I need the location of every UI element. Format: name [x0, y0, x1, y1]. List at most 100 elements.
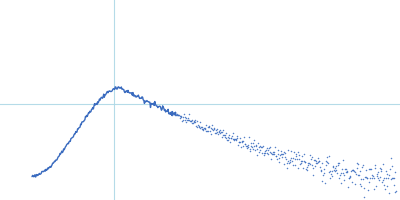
Point	[177, 114, 184, 117]
Point	[219, 131, 226, 134]
Point	[180, 119, 186, 122]
Point	[172, 111, 179, 114]
Point	[248, 145, 254, 148]
Point	[260, 145, 266, 148]
Point	[306, 161, 312, 164]
Point	[314, 161, 321, 164]
Point	[276, 156, 282, 159]
Point	[324, 161, 330, 164]
Point	[286, 158, 293, 162]
Point	[340, 158, 346, 161]
Point	[311, 158, 317, 161]
Point	[259, 152, 266, 155]
Point	[268, 151, 274, 154]
Point	[224, 136, 231, 139]
Point	[354, 163, 361, 166]
Point	[257, 144, 263, 147]
Point	[260, 152, 267, 155]
Point	[264, 146, 270, 149]
Point	[355, 173, 362, 176]
Point	[373, 173, 380, 176]
Point	[251, 138, 258, 142]
Point	[243, 145, 249, 148]
Point	[387, 157, 394, 160]
Point	[320, 173, 326, 177]
Point	[387, 167, 393, 170]
Point	[344, 169, 350, 173]
Point	[339, 168, 345, 171]
Point	[269, 152, 275, 156]
Point	[200, 128, 206, 132]
Point	[371, 176, 377, 180]
Point	[279, 155, 286, 158]
Point	[318, 169, 324, 172]
Point	[214, 127, 220, 130]
Point	[267, 150, 274, 154]
Point	[288, 156, 294, 159]
Point	[287, 160, 294, 163]
Point	[381, 184, 388, 187]
Point	[246, 149, 253, 153]
Point	[246, 136, 252, 139]
Point	[382, 170, 389, 173]
Point	[237, 136, 243, 139]
Point	[248, 141, 254, 144]
Point	[361, 186, 368, 190]
Point	[281, 162, 287, 165]
Point	[296, 158, 302, 161]
Point	[348, 168, 355, 172]
Point	[360, 164, 366, 167]
Point	[196, 124, 202, 128]
Point	[244, 144, 251, 147]
Point	[384, 172, 391, 176]
Point	[174, 114, 180, 117]
Point	[326, 177, 333, 180]
Point	[174, 112, 180, 115]
Point	[238, 146, 244, 149]
Point	[266, 145, 273, 148]
Point	[253, 144, 260, 148]
Point	[345, 186, 351, 189]
Point	[350, 168, 356, 171]
Point	[231, 137, 238, 141]
Point	[242, 142, 248, 145]
Point	[194, 125, 200, 128]
Point	[256, 146, 262, 149]
Point	[225, 139, 232, 142]
Point	[216, 132, 223, 135]
Point	[207, 130, 213, 133]
Point	[183, 116, 190, 119]
Point	[310, 167, 316, 170]
Point	[366, 181, 372, 184]
Point	[230, 131, 236, 134]
Point	[250, 148, 256, 151]
Point	[374, 170, 381, 174]
Point	[353, 173, 359, 176]
Point	[262, 152, 268, 155]
Point	[206, 125, 212, 129]
Point	[348, 170, 354, 173]
Point	[233, 137, 239, 141]
Point	[380, 179, 386, 182]
Point	[330, 165, 337, 169]
Point	[172, 113, 178, 116]
Point	[390, 176, 397, 179]
Point	[284, 166, 290, 170]
Point	[186, 113, 192, 116]
Point	[386, 192, 392, 195]
Point	[218, 130, 224, 133]
Point	[223, 136, 230, 140]
Point	[237, 141, 244, 144]
Point	[290, 163, 296, 166]
Point	[384, 184, 390, 188]
Point	[189, 118, 196, 121]
Point	[378, 170, 385, 173]
Point	[191, 120, 198, 123]
Point	[370, 188, 377, 191]
Point	[331, 169, 337, 172]
Point	[300, 167, 306, 170]
Point	[389, 165, 396, 168]
Point	[198, 126, 205, 129]
Point	[302, 160, 309, 164]
Point	[362, 176, 368, 179]
